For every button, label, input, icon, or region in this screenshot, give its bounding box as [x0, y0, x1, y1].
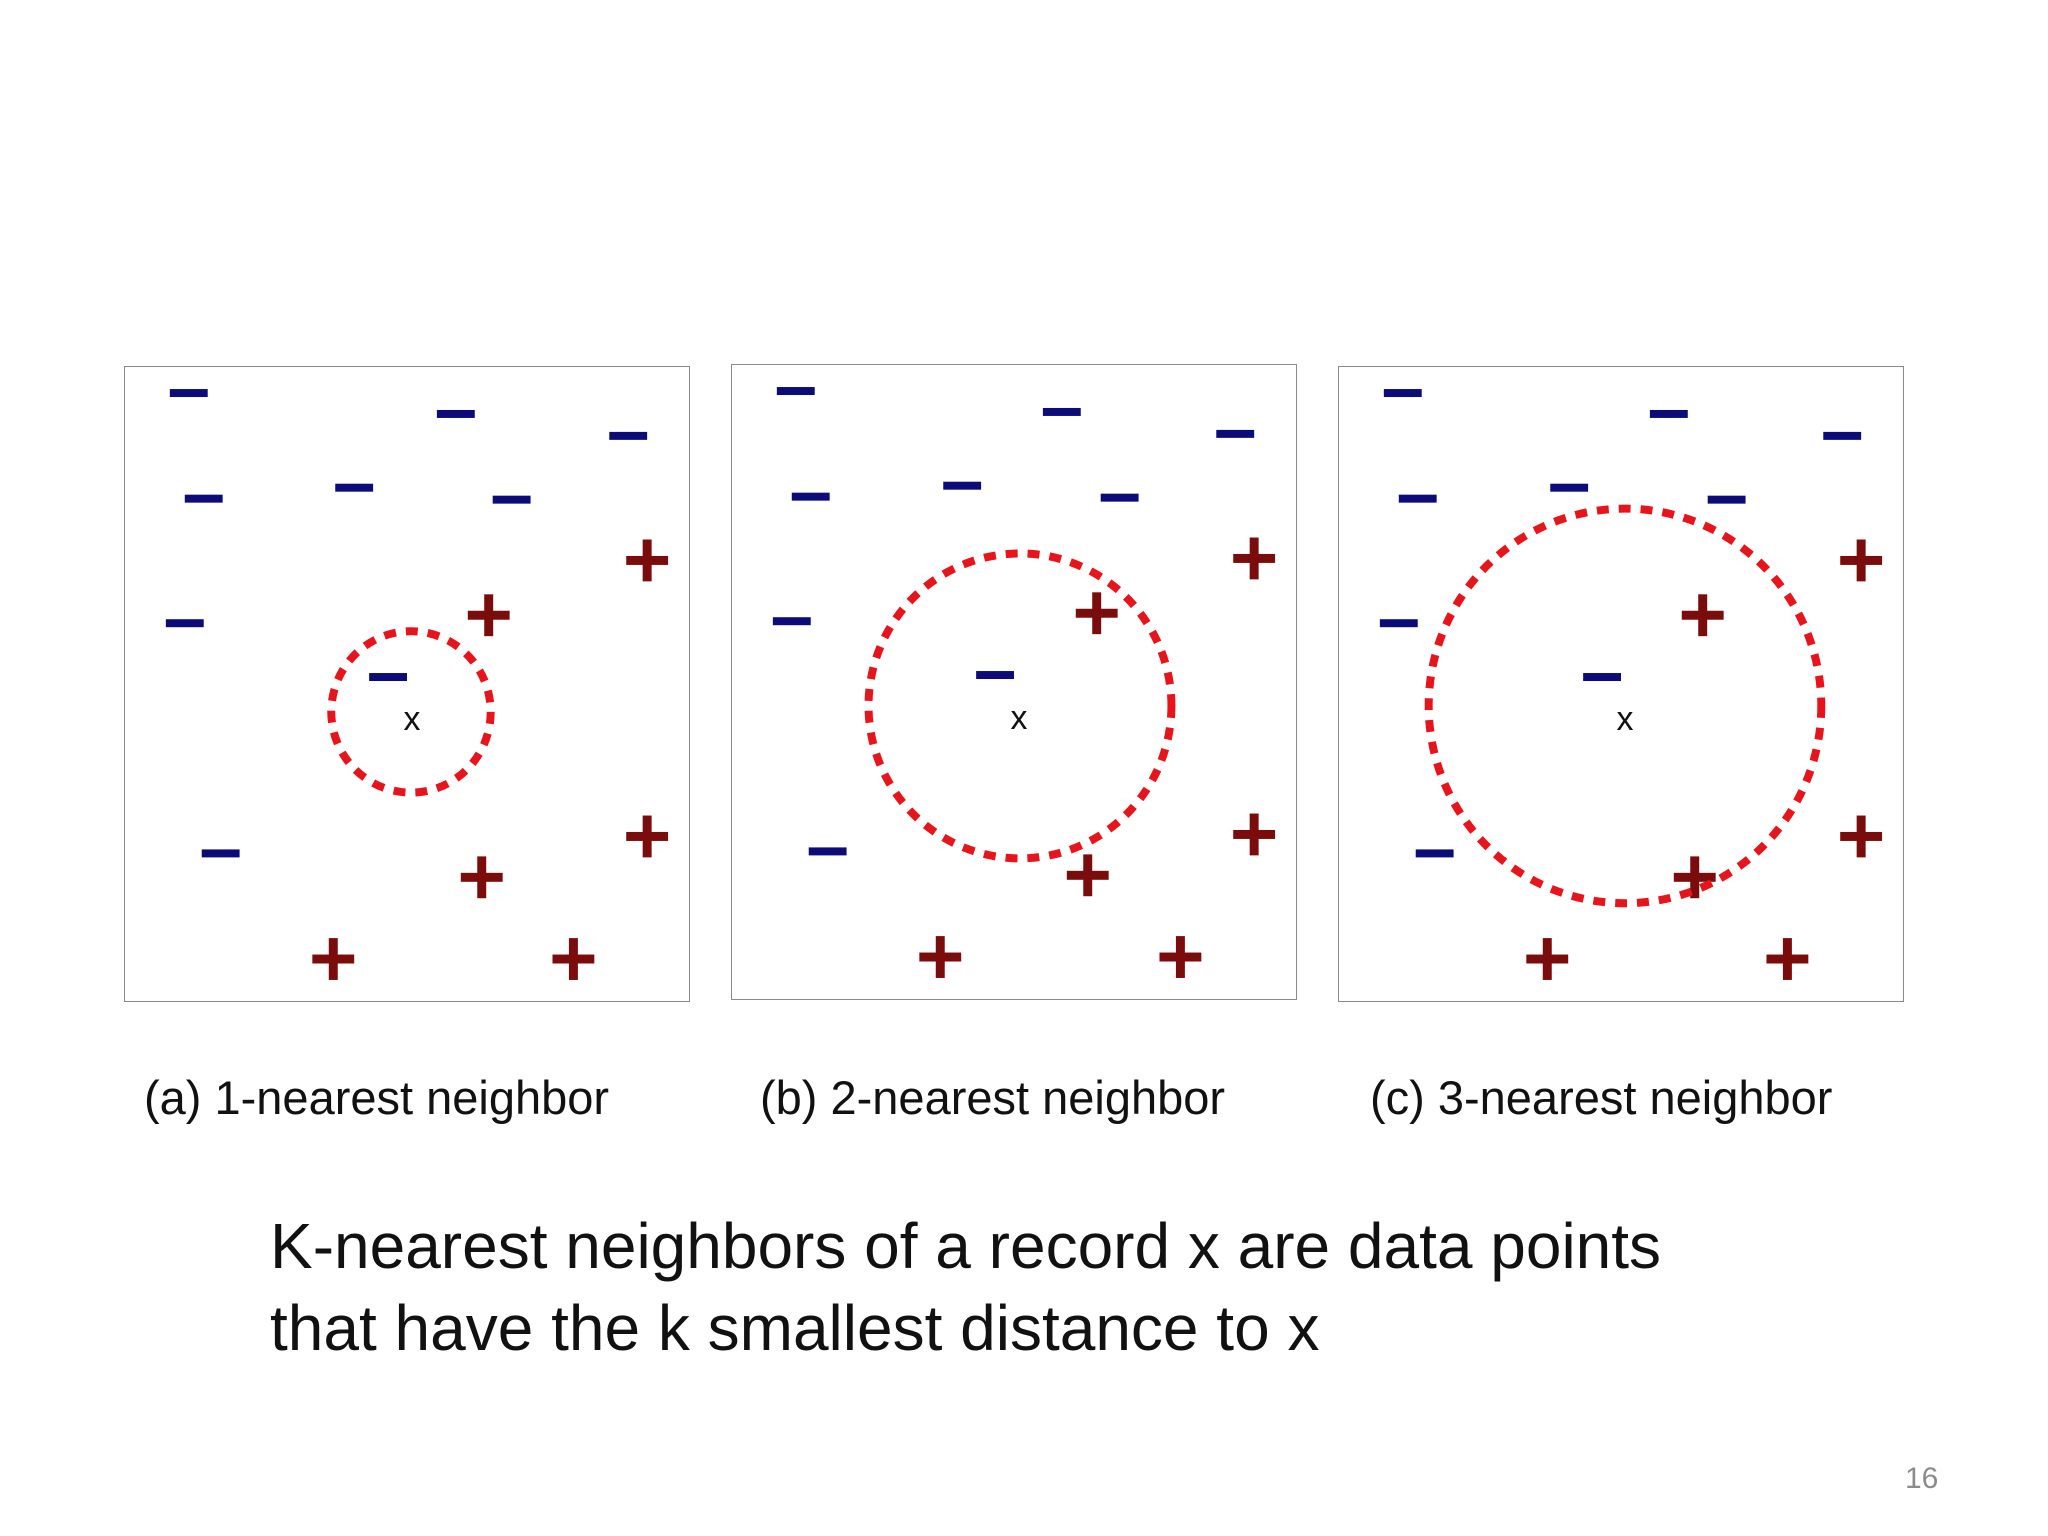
caption-2-nearest: (b) 2-nearest neighbor	[760, 1071, 1226, 1124]
plus-icon	[1526, 938, 1569, 980]
plus-icon	[460, 856, 503, 899]
plus-icon	[1233, 813, 1276, 856]
minus-icon	[1383, 389, 1422, 398]
panel-3-nearest: x	[1338, 366, 1904, 1002]
plus-icon	[467, 594, 510, 637]
panel-c-plot: x	[1379, 389, 1883, 980]
minus-icon	[492, 495, 531, 504]
minus-icon	[335, 483, 374, 492]
minus-icon	[976, 671, 1014, 680]
page-number: 16	[1905, 1462, 1939, 1495]
minus-icon	[943, 481, 982, 490]
plus-icon	[1075, 592, 1118, 635]
plus-icon	[552, 938, 595, 980]
panel-a-plot: x	[165, 389, 669, 980]
minus-icon	[1042, 407, 1081, 416]
minus-icon	[165, 619, 204, 628]
minus-icon	[1216, 429, 1255, 438]
plus-icon	[626, 815, 669, 858]
neighborhood-circle	[1424, 504, 1826, 908]
minus-icon	[1100, 493, 1139, 502]
minus-icon	[1707, 495, 1746, 504]
plus-icon	[1233, 537, 1276, 580]
minus-icon	[1583, 673, 1621, 682]
minus-icon	[1649, 409, 1688, 418]
minus-icon	[184, 494, 223, 503]
plus-icon	[1840, 815, 1883, 858]
neighborhood-circle	[327, 627, 495, 797]
panel-b-plot: x	[772, 387, 1276, 978]
plus-icon	[626, 539, 669, 582]
minus-icon	[1550, 483, 1589, 492]
minus-icon	[1379, 619, 1418, 628]
neighborhood-circle	[864, 549, 1176, 863]
minus-icon	[1398, 494, 1437, 503]
query-point-label: x	[1617, 700, 1634, 738]
plus-icon	[1681, 594, 1724, 637]
plus-icon	[1673, 856, 1716, 899]
plus-icon	[1840, 539, 1883, 582]
minus-icon	[169, 389, 208, 398]
minus-icon	[791, 492, 830, 501]
definition-line-2: that have the k smallest distance to x	[270, 1292, 1320, 1364]
definition-line-1: K-nearest neighbors of a record x are da…	[270, 1210, 1662, 1282]
minus-icon	[436, 409, 475, 418]
minus-icon	[772, 617, 811, 626]
caption-1-nearest: (a) 1-nearest neighbor	[144, 1071, 610, 1124]
minus-icon	[609, 431, 648, 440]
panel-1-nearest: x	[124, 366, 690, 1002]
query-point-label: x	[404, 700, 421, 738]
plus-icon	[1766, 938, 1809, 980]
caption-3-nearest: (c) 3-nearest neighbor	[1370, 1071, 1833, 1124]
minus-icon	[201, 849, 240, 858]
minus-icon	[1415, 849, 1454, 858]
minus-icon	[369, 673, 407, 682]
plus-icon	[1159, 936, 1202, 978]
definition-text: K-nearest neighbors of a record x are da…	[270, 1205, 1661, 1369]
plus-icon	[1066, 854, 1109, 897]
plus-icon	[312, 938, 355, 980]
minus-icon	[776, 387, 815, 396]
minus-icon	[1823, 431, 1862, 440]
minus-icon	[808, 847, 847, 856]
plus-icon	[919, 936, 962, 978]
panel-2-nearest: x	[731, 364, 1297, 1000]
query-point-label: x	[1011, 699, 1028, 737]
